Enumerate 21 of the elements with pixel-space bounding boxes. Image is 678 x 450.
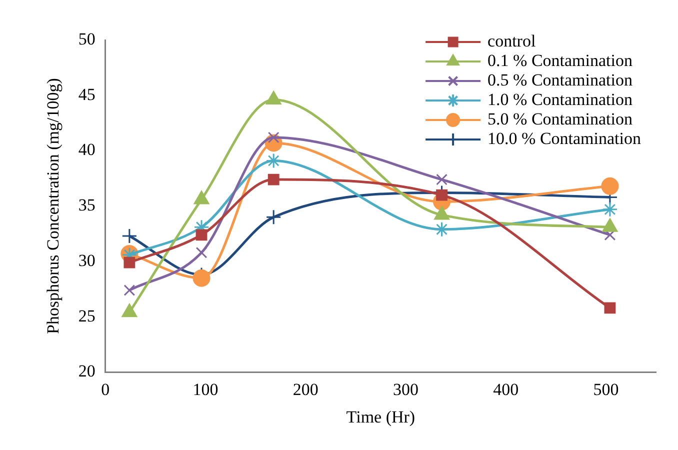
- x-tick-label: 500: [593, 380, 619, 399]
- legend-label: 0.5 % Contamination: [488, 70, 633, 90]
- legend-label: 10.0 % Contamination: [488, 128, 642, 148]
- y-tick-label: 30: [78, 250, 96, 270]
- legend-label: 0.1 % Contamination: [488, 50, 633, 70]
- y-tick-label: 50: [78, 29, 96, 48]
- legend-label: 1.0 % Contamination: [488, 90, 633, 109]
- x-axis-title: Time (Hr): [346, 407, 416, 426]
- x-tick-label: 300: [392, 380, 418, 399]
- x-tick-label: 200: [292, 380, 318, 399]
- legend-label: control: [488, 31, 536, 50]
- y-tick-label: 20: [78, 362, 96, 381]
- y-tick-label: 40: [78, 140, 96, 160]
- x-tick-label: 0: [101, 380, 110, 399]
- legend-label: 5.0 % Contamination: [488, 109, 633, 128]
- x-tick-label: 400: [493, 380, 519, 399]
- y-tick-label: 35: [78, 196, 96, 215]
- y-tick-label: 45: [78, 84, 96, 104]
- y-tick-label: 25: [78, 306, 96, 326]
- y-axis-title: Phosphorus Concentration (mg/100g): [44, 78, 63, 334]
- x-tick-label: 100: [192, 380, 218, 399]
